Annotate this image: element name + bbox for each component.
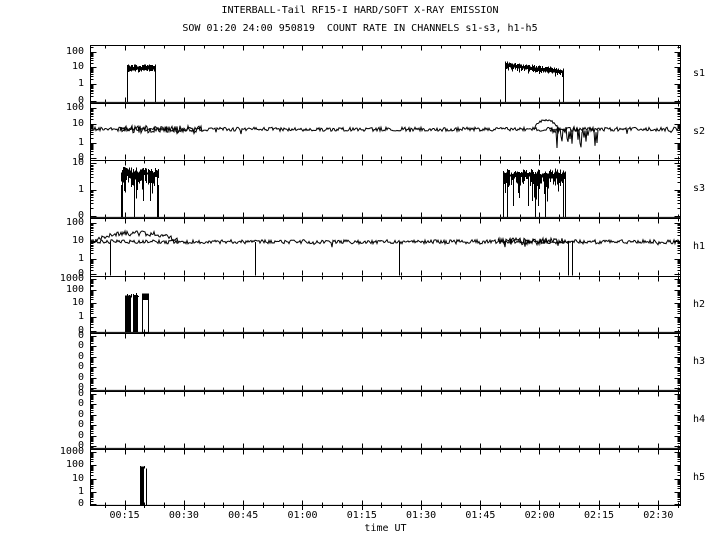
y-tick-label: 0: [77, 329, 84, 341]
y-tick-label: 0: [77, 387, 84, 399]
y-tick-label: 10: [71, 118, 84, 130]
y-tick-label: 0: [77, 498, 84, 510]
channel-label-h2: h2: [693, 298, 706, 310]
y-tick-label: 0: [77, 95, 84, 107]
x-tick-label: 01:15: [346, 510, 377, 521]
y-tick-label: 100: [65, 458, 84, 470]
x-tick-label: 01:30: [406, 510, 437, 521]
y-tick-label: 100: [65, 101, 84, 113]
y-tick-label: 1: [77, 183, 84, 195]
chart-title: INTERBALL-Tail RF15-I HARD/SOFT X-RAY EM…: [221, 5, 499, 16]
y-tick-label: 100: [65, 216, 84, 228]
x-tick-label: 02:15: [583, 510, 615, 521]
y-tick-label: 10: [71, 157, 84, 169]
y-tick-label: 0: [77, 371, 84, 383]
y-tick-label: 1: [77, 486, 84, 498]
x-tick-label: 02:00: [524, 510, 555, 521]
channel-label-s1: s1: [693, 68, 706, 79]
channel-label-s2: s2: [693, 125, 706, 137]
x-tick-label: 00:45: [228, 510, 259, 521]
y-tick-label: 0: [77, 152, 84, 164]
y-tick-label: 1: [77, 252, 84, 264]
y-tick-label: 0: [77, 340, 84, 352]
y-tick-label: 0: [77, 408, 84, 420]
y-tick-label: 0: [77, 440, 84, 452]
y-tick-label: 0: [77, 382, 84, 394]
y-tick-label: 1: [77, 137, 84, 149]
y-tick-label: 10: [71, 61, 84, 73]
channel-label-h4: h4: [693, 414, 706, 425]
y-tick-label: 1: [77, 311, 84, 323]
channel-label-h3: h3: [693, 356, 706, 367]
x-tick-label: 01:45: [465, 510, 496, 521]
chart-subtitle: SOW 01:20 24:00 950819 COUNT RATE IN CHA…: [182, 23, 538, 34]
y-tick-label: 0: [77, 268, 84, 280]
y-tick-label: 100: [65, 45, 84, 57]
channel-label-s3: s3: [693, 183, 706, 194]
y-tick-label: 1: [77, 78, 84, 90]
y-tick-label: 0: [77, 361, 84, 373]
x-tick-label: 01:00: [287, 510, 318, 521]
channel-label-h5: h5: [693, 471, 706, 483]
y-tick-label: 10: [71, 472, 84, 484]
x-tick-label: 00:30: [168, 510, 199, 521]
y-tick-label: 0: [77, 324, 84, 336]
y-tick-label: 0: [77, 419, 84, 431]
y-tick-label: 0: [77, 209, 84, 221]
x-axis-title: time UT: [364, 523, 407, 534]
y-tick-label: 10: [71, 297, 84, 309]
plot-area: [90, 45, 681, 510]
y-tick-label: 0: [77, 350, 84, 362]
y-tick-label: 0: [77, 398, 84, 410]
y-tick-label: 1000: [59, 272, 84, 284]
y-tick-label: 100: [65, 283, 84, 295]
y-tick-label: 0: [77, 429, 84, 441]
y-tick-label: 1000: [59, 445, 84, 457]
x-tick-label: 02:30: [643, 510, 674, 521]
channel-label-h1: h1: [693, 241, 706, 252]
x-tick-label: 00:15: [109, 510, 140, 521]
y-tick-label: 10: [71, 234, 84, 246]
